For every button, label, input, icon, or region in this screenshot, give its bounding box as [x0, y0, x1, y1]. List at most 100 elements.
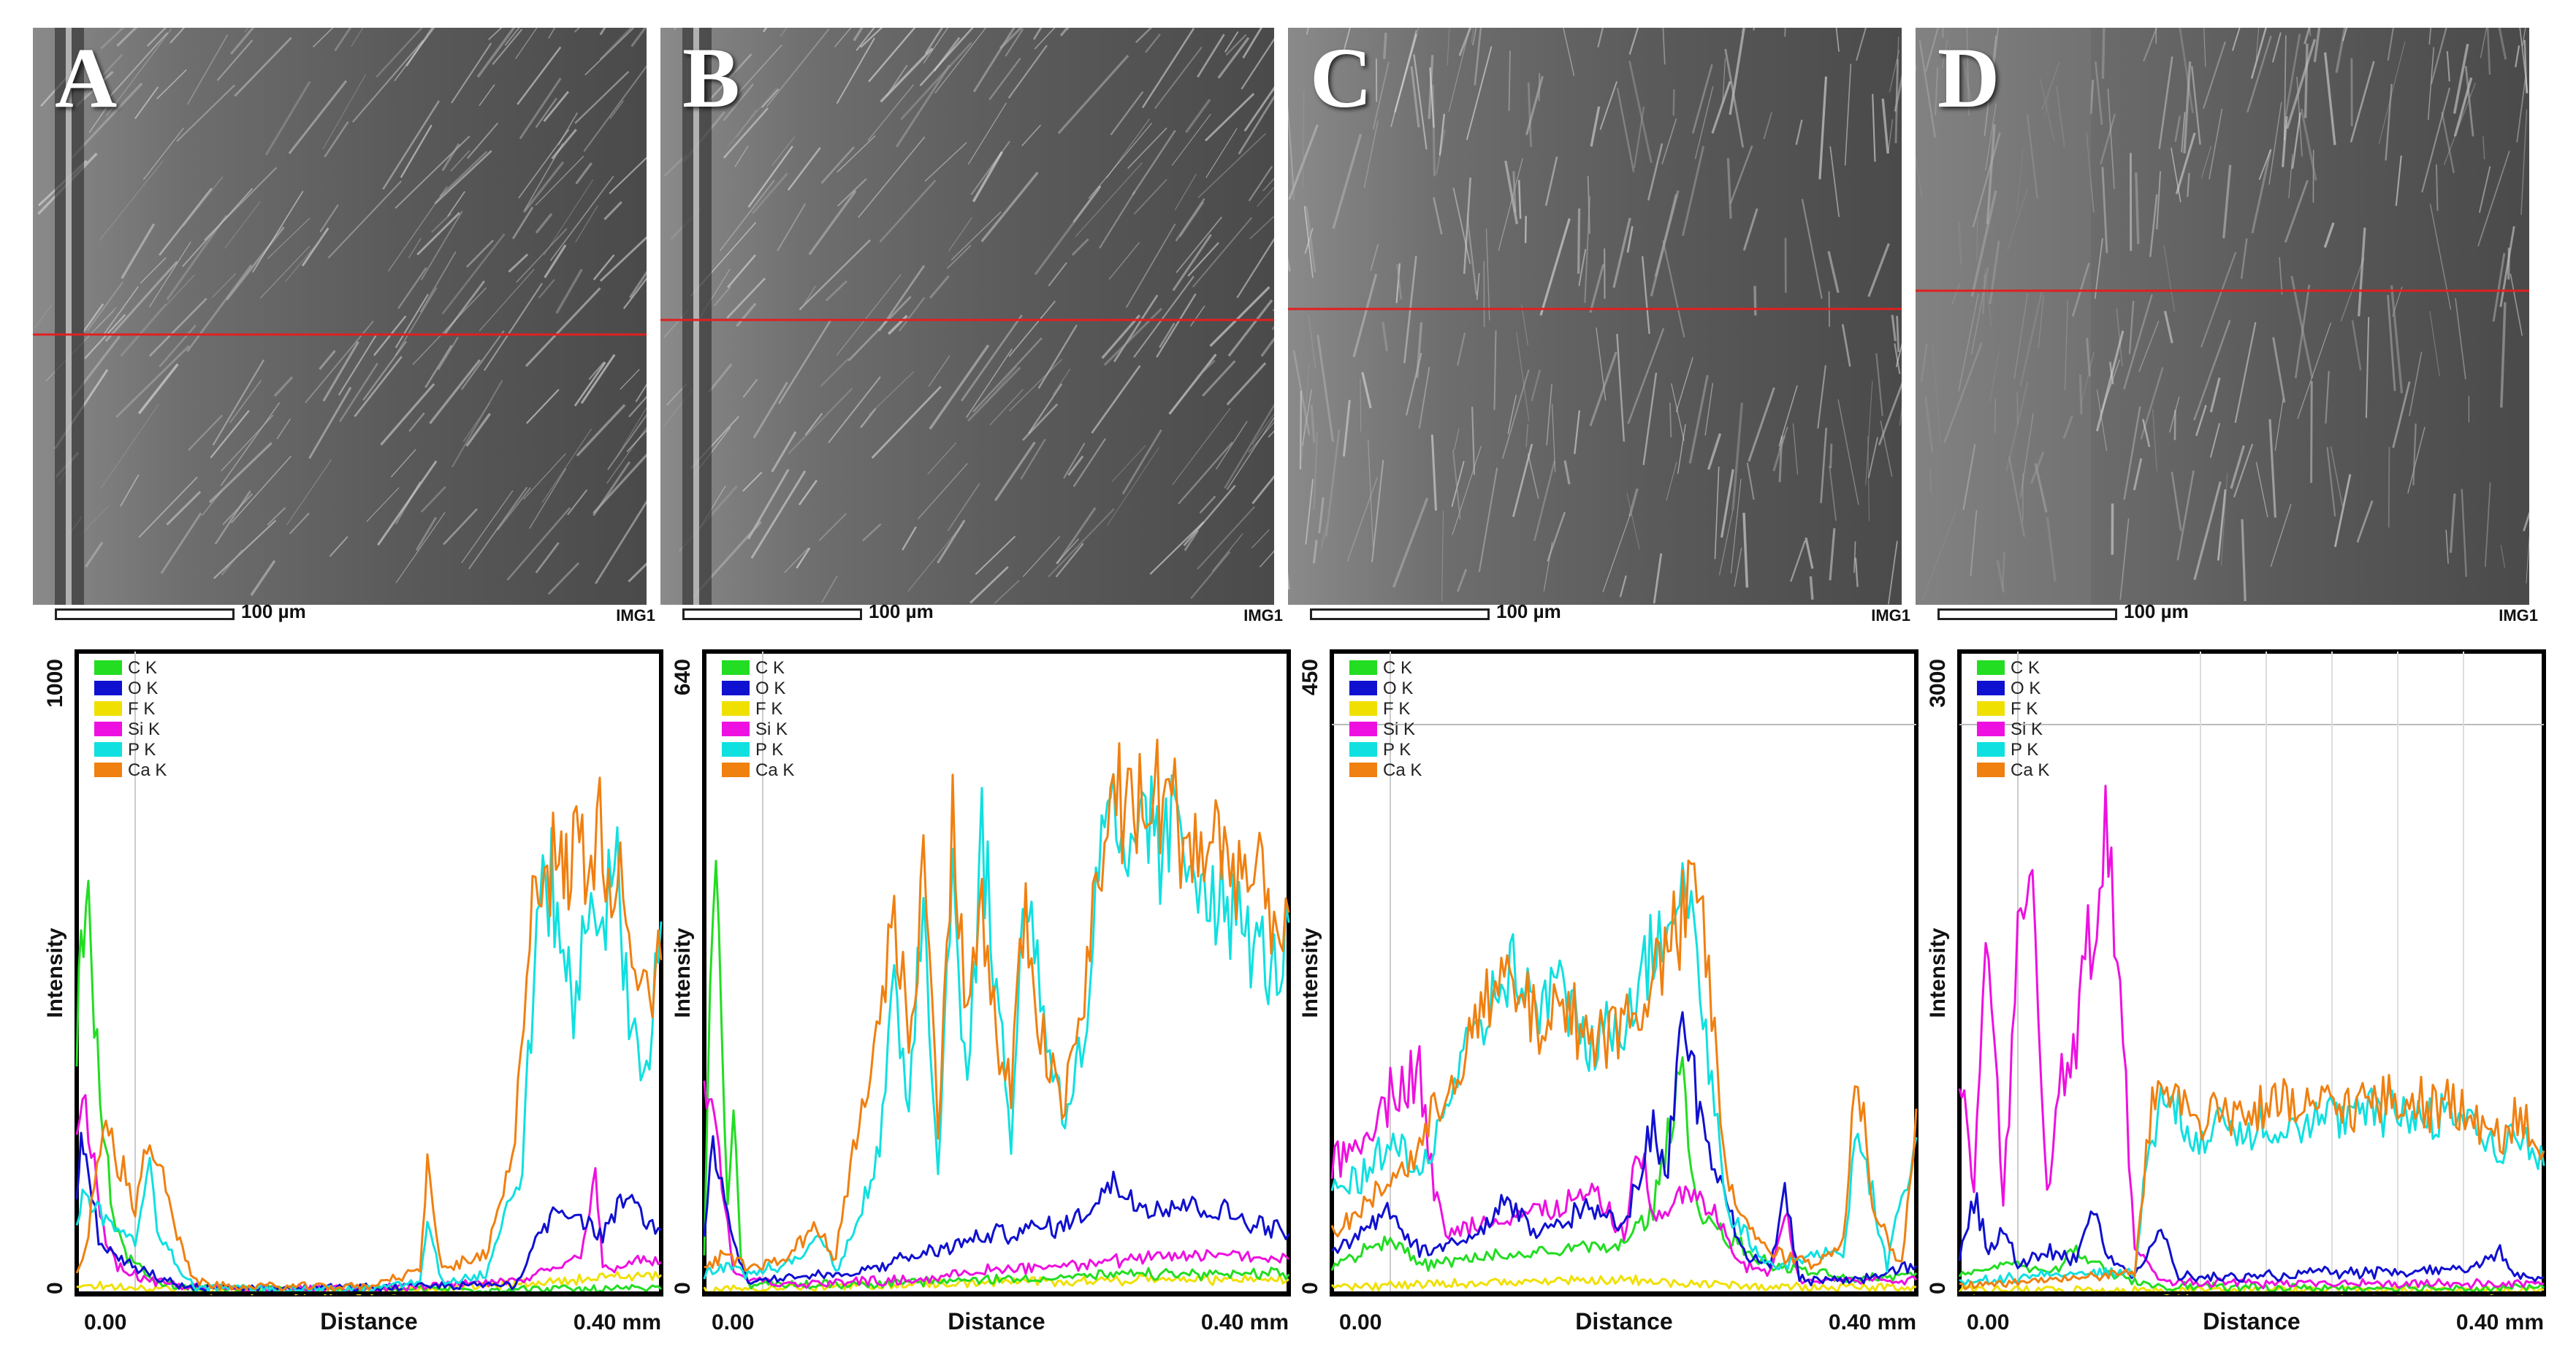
legend-swatch	[94, 742, 122, 757]
legend-label: Si K	[755, 719, 788, 739]
sem-micrograph	[1288, 28, 1916, 605]
x-tick-end: 0.40 mm	[1829, 1310, 1916, 1334]
plot-frame	[75, 649, 663, 1296]
legend-swatch	[1349, 722, 1377, 736]
scale-bar-label: 100 µm	[241, 600, 306, 622]
legend-label: Si K	[1383, 719, 1415, 739]
scale-bar	[682, 608, 862, 620]
legend-swatch	[722, 722, 750, 736]
legend-swatch	[94, 763, 122, 777]
y-tick-zero: 0	[1298, 1282, 1322, 1294]
series-o-k	[703, 1135, 1290, 1286]
legend-label: Si K	[128, 719, 160, 739]
x-tick-end: 0.40 mm	[573, 1310, 661, 1334]
legend-label: O K	[755, 679, 785, 698]
y-axis-label: Intensity	[1298, 928, 1322, 1018]
y-axis-label: Intensity	[671, 928, 695, 1018]
legend-swatch	[1977, 681, 2005, 695]
y-tick-max: 640	[671, 659, 695, 695]
y-axis-label: Intensity	[43, 928, 67, 1018]
series-si-k	[1330, 1045, 1918, 1286]
legend-label: C K	[128, 658, 157, 678]
series-p-k	[1959, 1085, 2545, 1286]
legend-swatch	[722, 763, 750, 777]
series-c-k	[1330, 1056, 1918, 1283]
series-f-k	[703, 1273, 1289, 1295]
legend-swatch	[722, 660, 750, 675]
legend-swatch	[1977, 763, 2005, 777]
legend-label: Ca K	[755, 760, 794, 780]
series-f-k	[1330, 1274, 1917, 1294]
x-tick-start: 0.00	[84, 1310, 126, 1334]
legend-label: Si K	[2011, 719, 2043, 739]
legend-swatch	[1977, 701, 2005, 716]
panel-label: A	[55, 30, 118, 126]
sem-texture	[34, 28, 647, 596]
legend-label: Ca K	[128, 760, 167, 780]
legend-swatch	[1977, 742, 2005, 757]
y-tick-max: 450	[1298, 659, 1322, 695]
legend-swatch	[1349, 660, 1377, 675]
image-tag: IMG1	[1871, 606, 1910, 625]
legend-label: O K	[1383, 679, 1413, 698]
panel-label: B	[682, 30, 740, 126]
x-tick-end: 0.40 mm	[1201, 1310, 1289, 1334]
series-ca-k	[1330, 859, 1918, 1270]
sem-texture	[1288, 28, 1902, 605]
y-tick-max: 1000	[43, 659, 67, 708]
legend-label: P K	[128, 740, 156, 760]
sem-micrograph	[660, 28, 1289, 605]
legend-swatch	[1977, 722, 2005, 736]
legend-label: P K	[1383, 740, 1411, 760]
y-axis-label: Intensity	[1926, 928, 1950, 1018]
x-axis-label: Distance	[2203, 1308, 2300, 1334]
legend-label: Ca K	[2011, 760, 2049, 780]
series-ca-k	[1959, 1074, 2545, 1291]
legend-label: O K	[2011, 679, 2040, 698]
plot-frame	[1330, 649, 1918, 1296]
scale-bar	[1310, 608, 1490, 620]
legend-swatch	[1349, 742, 1377, 757]
legend-swatch	[94, 722, 122, 736]
legend-label: F K	[128, 699, 155, 719]
x-tick-start: 0.00	[1967, 1310, 2009, 1334]
legend-swatch	[1349, 763, 1377, 777]
legend-swatch	[94, 660, 122, 675]
legend-label: F K	[2011, 699, 2038, 719]
legend-swatch	[1977, 660, 2005, 675]
legend-swatch	[722, 681, 750, 695]
legend-swatch	[722, 742, 750, 757]
scale-bar-label: 100 µm	[2124, 600, 2189, 622]
image-tag: IMG1	[1243, 606, 1283, 625]
plot-frame	[702, 649, 1291, 1296]
x-tick-start: 0.00	[1339, 1310, 1382, 1334]
x-axis-label: Distance	[948, 1308, 1045, 1334]
legend-label: O K	[128, 679, 158, 698]
image-tag: IMG1	[2499, 606, 2538, 625]
plot-frame	[1957, 649, 2546, 1296]
panel-label: C	[1310, 30, 1373, 126]
series-o-k	[1330, 1011, 1918, 1287]
series-o-k	[1958, 1192, 2545, 1283]
series-ca-k	[75, 776, 663, 1292]
sem-micrograph	[1916, 28, 2544, 605]
series-ca-k	[704, 738, 1290, 1272]
sem-micrograph	[33, 28, 661, 605]
series-p-k	[75, 826, 663, 1294]
legend-label: F K	[755, 699, 782, 719]
scale-bar-label: 100 µm	[1496, 600, 1561, 622]
legend-label: C K	[1383, 658, 1412, 678]
legend-swatch	[722, 701, 750, 716]
legend-swatch	[94, 701, 122, 716]
scale-bar	[55, 608, 235, 620]
legend-label: C K	[755, 658, 785, 678]
legend-label: P K	[755, 740, 783, 760]
series-p-k	[1330, 862, 1918, 1273]
legend-swatch	[1349, 681, 1377, 695]
y-tick-max: 3000	[1926, 659, 1950, 708]
